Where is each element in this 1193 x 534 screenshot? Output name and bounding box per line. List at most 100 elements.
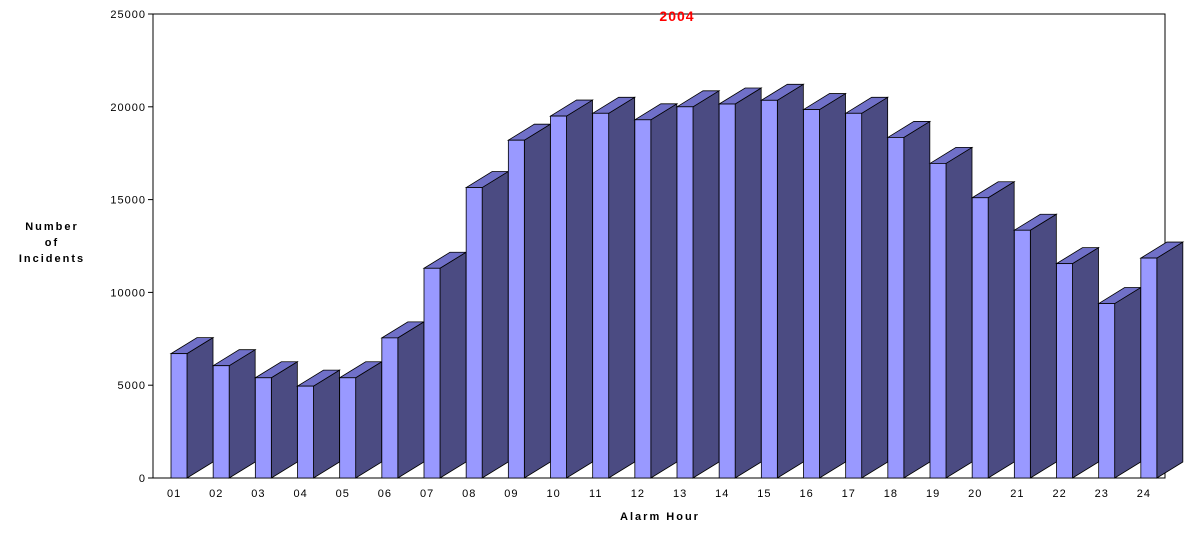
bar-side xyxy=(313,369,340,479)
bar-front xyxy=(423,267,441,479)
bar-side xyxy=(1072,246,1099,479)
x-tick-label: 18 xyxy=(884,488,898,500)
bar-side xyxy=(481,170,509,479)
x-tick-label: 06 xyxy=(378,488,392,500)
bar xyxy=(169,336,215,479)
bar xyxy=(1012,213,1058,479)
x-tick-label: 12 xyxy=(631,488,645,500)
x-tick-label: 01 xyxy=(167,488,181,500)
bar-side xyxy=(1029,213,1057,479)
x-tick-label: 23 xyxy=(1095,488,1109,500)
bar-front xyxy=(592,112,610,479)
x-tick-label: 05 xyxy=(336,488,350,500)
y-tick-label: 15000 xyxy=(110,195,146,207)
bar xyxy=(928,146,974,479)
x-tick-label: 07 xyxy=(420,488,434,500)
bar xyxy=(422,251,468,479)
bar-front xyxy=(718,103,736,479)
bar-front xyxy=(929,163,947,479)
chart-subtitle: 2004 xyxy=(659,8,694,24)
y-axis-title: Number of Incidents xyxy=(19,221,85,265)
bar-front xyxy=(676,106,694,479)
bar xyxy=(338,361,384,479)
bar xyxy=(675,90,721,479)
x-tick-label: 19 xyxy=(926,488,940,500)
bar-side xyxy=(734,87,762,479)
bar-side xyxy=(819,92,846,479)
bar-side xyxy=(186,336,214,479)
x-tick-label: 02 xyxy=(209,488,223,500)
bar-side xyxy=(1156,241,1184,479)
bar xyxy=(549,99,594,479)
bar-side xyxy=(1114,286,1142,479)
x-tick-label: 09 xyxy=(504,488,518,500)
x-tick-label: 20 xyxy=(968,488,982,500)
bar-front xyxy=(971,197,989,479)
bar-front xyxy=(845,112,863,479)
bar-side xyxy=(903,120,931,479)
bar xyxy=(591,96,637,479)
bar-front xyxy=(1140,257,1158,479)
y-axis-title-line: Number xyxy=(25,221,79,233)
bar-front xyxy=(212,365,230,479)
bar-side xyxy=(270,361,298,479)
bar-front xyxy=(550,115,567,479)
bar xyxy=(802,92,847,479)
bar xyxy=(296,369,341,479)
bar-front xyxy=(254,377,272,479)
bar xyxy=(759,83,805,479)
x-tick-label: 17 xyxy=(842,488,856,500)
bar-front xyxy=(887,137,905,479)
bar xyxy=(1097,286,1143,479)
y-tick-label: 25000 xyxy=(110,9,146,21)
bar xyxy=(1139,241,1185,479)
bar-front xyxy=(803,109,820,479)
bar xyxy=(211,348,257,479)
bar-front xyxy=(381,337,399,479)
y-tick-label: 5000 xyxy=(118,380,146,392)
x-tick-label: 21 xyxy=(1010,488,1024,500)
bar xyxy=(253,361,299,479)
x-axis-title: Alarm Hour xyxy=(620,511,700,523)
bar xyxy=(1055,246,1100,479)
bar-side xyxy=(650,103,678,479)
y-axis-title-line: Incidents xyxy=(19,253,85,265)
y-tick-label: 10000 xyxy=(110,287,146,299)
bar xyxy=(464,170,510,479)
bar-side xyxy=(692,90,720,479)
bar xyxy=(506,123,552,479)
bar-front xyxy=(297,385,314,479)
bar-front xyxy=(507,139,525,479)
x-tick-label: 22 xyxy=(1052,488,1066,500)
bar-front xyxy=(465,187,483,479)
bar xyxy=(844,96,890,479)
bar-front xyxy=(1056,263,1073,479)
x-tick-label: 14 xyxy=(715,488,729,500)
bar-side xyxy=(566,99,593,479)
bar-front xyxy=(1098,303,1116,479)
bar-side xyxy=(945,146,973,479)
bar-side xyxy=(861,96,889,479)
bar xyxy=(970,181,1016,479)
bar-side xyxy=(228,348,256,479)
x-tick-label: 16 xyxy=(799,488,813,500)
bar-front xyxy=(339,377,357,479)
bar-front xyxy=(634,119,652,479)
x-tick-label: 24 xyxy=(1137,488,1151,500)
bar-side xyxy=(987,181,1015,479)
bar xyxy=(633,103,679,479)
bar-side xyxy=(776,83,804,479)
bar-front xyxy=(170,353,188,479)
x-tick-label: 11 xyxy=(589,488,602,500)
bar-front xyxy=(1013,229,1031,479)
y-tick-label: 20000 xyxy=(110,102,146,114)
y-tick-label: 0 xyxy=(139,473,146,485)
x-tick-label: 13 xyxy=(673,488,687,500)
x-tick-label: 03 xyxy=(251,488,265,500)
bar-side xyxy=(523,123,551,479)
x-tick-label: 15 xyxy=(757,488,771,500)
bar-side xyxy=(397,321,425,479)
bar-side xyxy=(608,96,636,479)
